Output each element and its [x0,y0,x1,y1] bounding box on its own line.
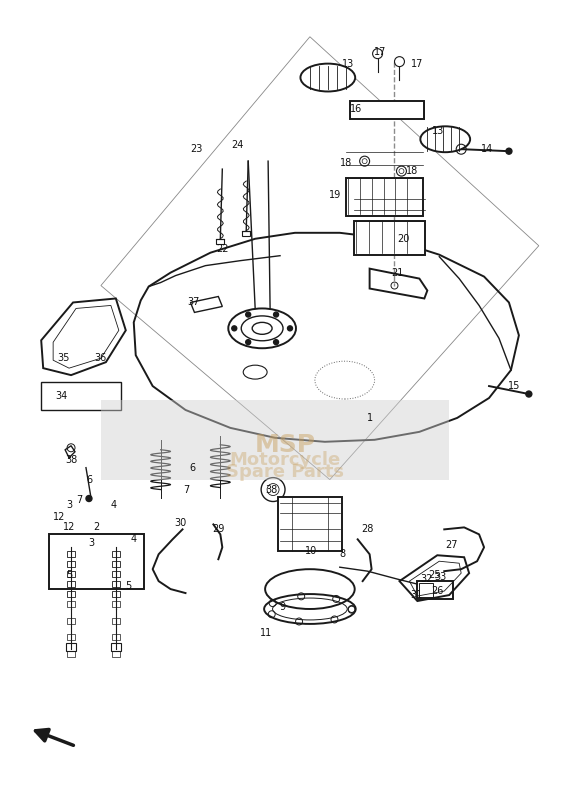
Text: 28: 28 [361,524,374,535]
Ellipse shape [301,64,355,91]
Text: 18: 18 [340,158,352,168]
Text: 37: 37 [187,297,200,308]
Text: 32: 32 [420,574,433,584]
Text: 7: 7 [76,495,82,504]
Bar [112,618,120,623]
Text: 24: 24 [231,141,243,150]
Text: 2: 2 [93,523,99,532]
Text: 1: 1 [367,413,373,423]
Text: Spare Parts: Spare Parts [226,463,344,481]
Text: 16: 16 [350,105,362,114]
Bar [49,535,144,589]
Text: 34: 34 [55,391,67,401]
Text: 5: 5 [126,581,132,591]
Bar [242,231,250,236]
Bar [112,591,120,597]
Text: 14: 14 [481,144,493,154]
Bar [101,400,449,479]
Circle shape [245,312,251,317]
Bar [354,221,426,255]
Text: 33: 33 [434,572,446,582]
Text: 29: 29 [212,524,225,535]
Bar [350,101,424,119]
Text: 8: 8 [340,549,346,559]
Bar [111,643,121,651]
Text: 31: 31 [411,590,423,600]
Text: 27: 27 [445,540,457,551]
Text: 30: 30 [174,519,186,528]
Text: 36: 36 [95,353,107,364]
Bar [112,634,120,640]
Text: 13: 13 [342,58,354,69]
Bar [41,382,121,410]
Bar [67,634,75,640]
Bar [67,591,75,597]
Text: 7: 7 [184,484,189,495]
Bar [67,551,75,557]
Bar [67,581,75,587]
Circle shape [273,312,278,317]
Ellipse shape [420,126,470,152]
Text: 10: 10 [305,547,317,556]
Text: Motorcycle: Motorcycle [229,451,340,469]
Bar [67,561,75,567]
Bar [346,178,423,216]
Text: 26: 26 [431,586,444,596]
Bar [419,583,433,597]
Text: 3: 3 [66,500,72,511]
Circle shape [232,326,237,331]
Circle shape [273,340,278,344]
Text: 22: 22 [216,244,229,254]
Bar [112,561,120,567]
Text: 6: 6 [86,475,92,485]
Bar [67,651,75,657]
Text: 17: 17 [375,46,387,57]
Text: 35: 35 [57,353,69,364]
Text: 13: 13 [432,126,445,137]
Text: 18: 18 [406,166,419,176]
Text: 15: 15 [508,381,520,391]
Circle shape [526,391,532,397]
Text: 4: 4 [131,535,137,544]
Bar [112,551,120,557]
Text: 12: 12 [53,512,65,523]
Text: 4: 4 [111,500,117,511]
Text: 12: 12 [63,523,75,532]
Bar [217,239,224,244]
Bar [112,651,120,657]
Bar [278,496,342,551]
Circle shape [288,326,292,331]
Bar [112,601,120,607]
Bar [66,643,76,651]
Text: 6: 6 [189,463,196,473]
Bar [67,618,75,623]
Text: 17: 17 [411,58,424,69]
Text: 23: 23 [190,144,203,154]
Text: 38: 38 [65,455,77,465]
Text: 9: 9 [279,602,285,612]
Bar [112,581,120,587]
Circle shape [245,340,251,344]
Text: MSP: MSP [255,433,316,457]
Text: 21: 21 [391,268,404,277]
Circle shape [506,148,512,154]
Bar [67,571,75,577]
Text: 3: 3 [88,539,94,548]
Text: 38: 38 [265,484,277,495]
Text: 20: 20 [397,234,409,244]
Circle shape [86,495,92,502]
Text: 25: 25 [428,570,441,580]
Text: 19: 19 [329,190,341,200]
Bar [67,601,75,607]
Bar [417,581,453,599]
Bar [112,571,120,577]
Text: 5: 5 [66,570,72,580]
Text: 11: 11 [260,628,272,638]
